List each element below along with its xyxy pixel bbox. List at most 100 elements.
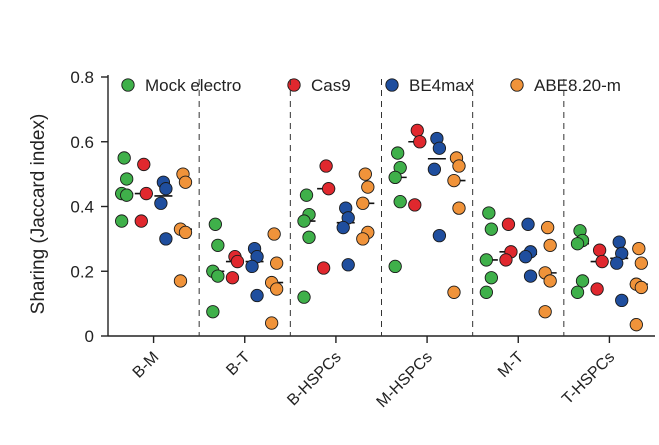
data-point (120, 172, 134, 186)
data-point (117, 151, 131, 165)
data-point (336, 220, 350, 235)
x-category-label: B-HSPCs (284, 349, 344, 409)
data-point (388, 170, 402, 185)
data-point (250, 288, 264, 303)
data-point (427, 162, 442, 176)
data-point (206, 305, 220, 319)
data-point (541, 220, 555, 235)
legend: Mock electro Cas9 BE4max ABE8.20-m (121, 76, 621, 95)
data-point (413, 135, 427, 149)
legend-marker (385, 78, 399, 92)
data-point (452, 201, 466, 215)
data-point (432, 141, 447, 155)
data-point (358, 167, 372, 181)
data-point (570, 285, 585, 299)
data-point (297, 290, 311, 304)
x-category-label: B-M (130, 349, 163, 382)
data-point (139, 186, 153, 201)
data-point (134, 214, 148, 228)
data-point (632, 241, 646, 256)
y-tick-label: 0.2 (70, 262, 94, 281)
data-point (634, 256, 648, 270)
x-category-label: T-HSPCs (559, 349, 618, 408)
data-point (211, 269, 225, 283)
x-category-label: B-T (223, 349, 253, 379)
legend-label: BE4max (409, 76, 474, 95)
data-point (479, 285, 493, 299)
data-point (302, 230, 316, 244)
data-point (245, 259, 259, 274)
data-point (484, 222, 498, 236)
data-point (319, 159, 333, 173)
data-point (610, 256, 624, 270)
data-point (115, 214, 129, 228)
data-point (269, 282, 284, 296)
data-point (361, 180, 375, 194)
data-point (321, 182, 336, 196)
data-point (518, 250, 533, 264)
data-point (410, 123, 424, 138)
data-point (523, 269, 538, 283)
data-point (482, 206, 496, 220)
y-axis: 0 0.2 0.4 0.6 0.8 (70, 68, 109, 346)
data-point (137, 157, 151, 172)
x-axis: B-M B-T B-HSPCs M-HSPCs M-T T-HSPCs (108, 335, 655, 411)
data-point (316, 261, 331, 275)
legend-label: ABE8.20-m (534, 76, 621, 95)
data-point (501, 217, 516, 231)
x-category-label: M-HSPCs (374, 349, 436, 411)
data-point (178, 175, 193, 189)
legend-marker (121, 78, 135, 92)
data-point (499, 253, 513, 267)
data-point (391, 146, 405, 160)
data-point (173, 274, 188, 288)
y-tick-label: 0.4 (70, 198, 94, 217)
data-point (538, 305, 552, 319)
data-point (178, 225, 193, 240)
data-point (634, 280, 648, 295)
data-point (211, 238, 225, 253)
x-category-label: M-T (495, 349, 527, 381)
data-point (159, 232, 173, 246)
category-separators (198, 79, 565, 336)
y-tick-label: 0 (85, 327, 94, 346)
data-point (267, 227, 281, 241)
data-point (521, 217, 535, 231)
legend-marker (510, 78, 524, 92)
data-point (595, 254, 609, 269)
data-point (154, 196, 168, 210)
data-point (479, 253, 493, 267)
data-point (629, 318, 643, 332)
y-axis-title: Sharing (Jaccard index) (28, 114, 49, 315)
data-point (356, 232, 370, 246)
data-point (615, 293, 629, 308)
y-tick-label: 0.8 (70, 68, 94, 87)
data-point (269, 256, 284, 270)
data-point (570, 237, 585, 251)
data-point (612, 235, 626, 249)
data-point (447, 173, 461, 188)
data-point (299, 188, 314, 202)
data-point (297, 214, 311, 228)
data-point (120, 188, 134, 202)
data-point (432, 228, 447, 243)
data-point (484, 271, 498, 285)
data-point (208, 217, 223, 231)
data-point (543, 274, 557, 288)
data-point (264, 316, 279, 330)
data-point (159, 182, 173, 196)
data-point (590, 282, 604, 296)
data-point (356, 196, 370, 210)
data-point (592, 243, 607, 257)
data-points (115, 123, 648, 332)
data-point (575, 274, 590, 288)
data-point (543, 238, 557, 253)
data-point (225, 271, 240, 285)
data-point (393, 194, 407, 209)
data-point (452, 159, 466, 173)
data-point (388, 259, 402, 274)
y-tick-label: 0.6 (70, 133, 94, 152)
legend-label: Mock electro (145, 76, 241, 95)
